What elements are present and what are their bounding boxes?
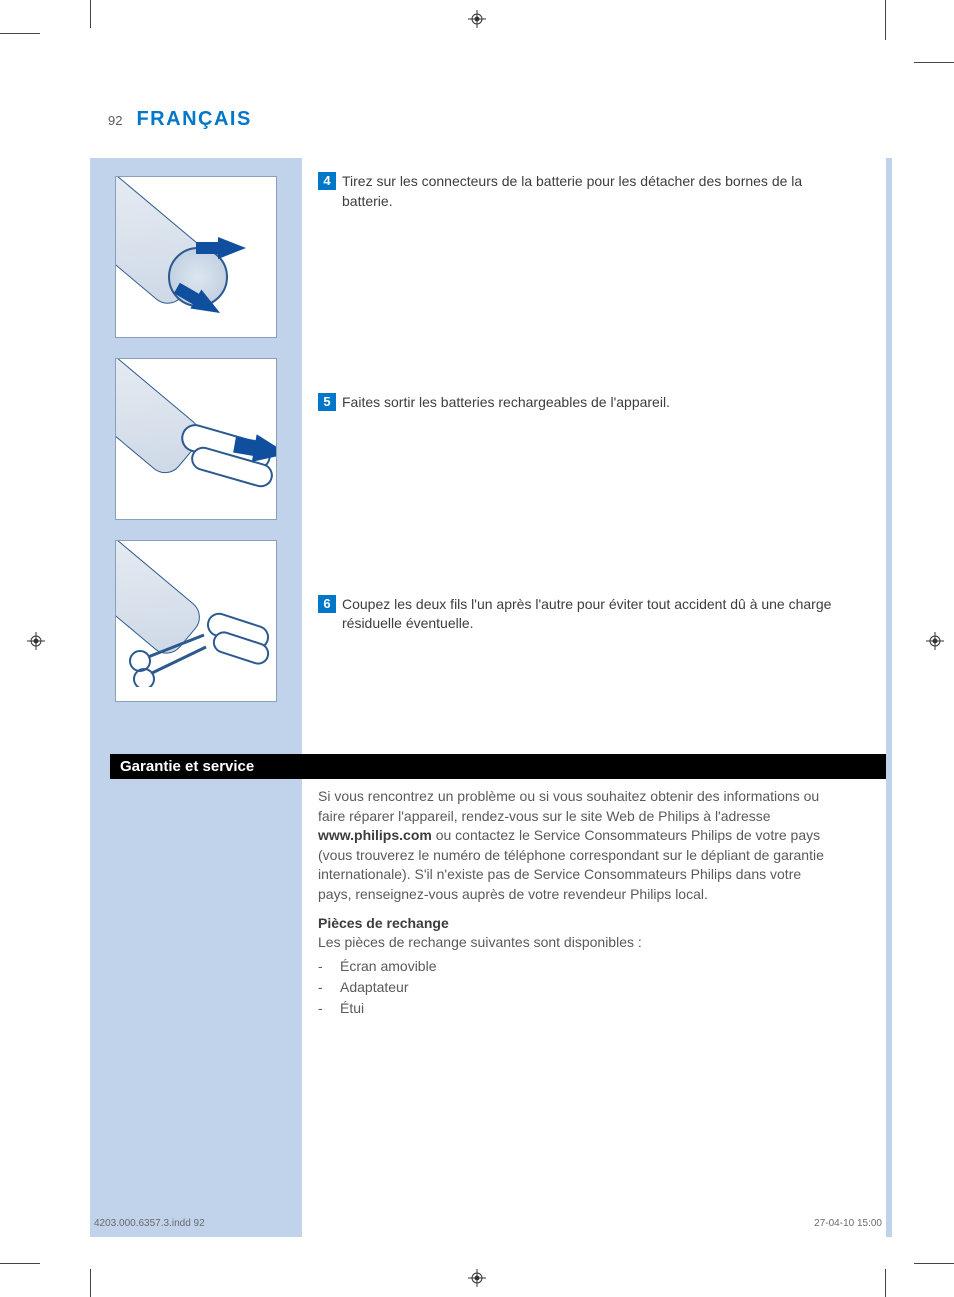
right-accent-strip (886, 158, 892, 1237)
step-number-badge: 5 (318, 393, 336, 411)
crop-mark (90, 0, 91, 28)
content-area: 4 Tirez sur les connecteurs de la batter… (90, 158, 886, 1237)
arrow-icon (218, 237, 246, 259)
step-number-badge: 4 (318, 172, 336, 190)
warranty-body: Si vous rencontrez un problème ou si vou… (318, 787, 838, 905)
scissors-icon (126, 627, 216, 687)
page-number: 92 (108, 113, 122, 128)
crop-mark (914, 1263, 954, 1264)
step-6: 6 Coupez les deux fils l'un après l'autr… (318, 595, 856, 634)
main-column: 4 Tirez sur les connecteurs de la batter… (302, 158, 886, 1237)
page-header: 92 FRANÇAIS (108, 108, 252, 131)
registration-mark-icon (468, 10, 486, 28)
page-footer: 4203.000.6357.3.indd 92 27-04-10 15:00 (90, 1218, 886, 1229)
crop-mark (0, 33, 40, 34)
list-item: -Étui (318, 998, 856, 1019)
list-item: -Écran amovible (318, 956, 856, 977)
crop-mark (90, 1269, 91, 1297)
warranty-text-pre: Si vous rencontrez un problème ou si vou… (318, 788, 819, 824)
step-text: Coupez les deux fils l'un après l'autre … (342, 595, 856, 634)
warranty-heading-bar: Garantie et service (110, 754, 886, 779)
footer-filename: 4203.000.6357.3.indd 92 (94, 1218, 205, 1229)
registration-mark-icon (27, 632, 45, 650)
registration-mark-icon (926, 632, 944, 650)
footer-timestamp: 27-04-10 15:00 (814, 1218, 882, 1229)
step-4: 4 Tirez sur les connecteurs de la batter… (318, 172, 856, 211)
step-5: 5 Faites sortir les batteries rechargeab… (318, 393, 856, 413)
step5-illustration (115, 358, 277, 520)
step-text: Faites sortir les batteries rechargeable… (342, 393, 856, 413)
step6-illustration (115, 540, 277, 702)
illustration-sidebar (90, 158, 302, 1237)
list-item: -Adaptateur (318, 977, 856, 998)
spares-intro: Les pièces de rechange suivantes sont di… (318, 933, 838, 953)
crop-mark (914, 62, 954, 63)
warranty-url: www.philips.com (318, 827, 432, 843)
step4-illustration (115, 176, 277, 338)
warranty-heading: Garantie et service (120, 758, 254, 775)
spares-list: -Écran amovible -Adaptateur -Étui (318, 956, 856, 1019)
step-number-badge: 6 (318, 595, 336, 613)
page-body: 92 FRANÇAIS (90, 60, 886, 1237)
registration-mark-icon (468, 1269, 486, 1287)
list-item-label: Adaptateur (340, 977, 409, 998)
list-item-label: Écran amovible (340, 956, 437, 977)
spares-heading: Pièces de rechange (318, 915, 856, 931)
list-item-label: Étui (340, 998, 364, 1019)
step-text: Tirez sur les connecteurs de la batterie… (342, 172, 856, 211)
crop-mark (885, 0, 886, 40)
crop-mark (885, 1269, 886, 1297)
language-title: FRANÇAIS (136, 108, 251, 131)
crop-mark (0, 1263, 40, 1264)
